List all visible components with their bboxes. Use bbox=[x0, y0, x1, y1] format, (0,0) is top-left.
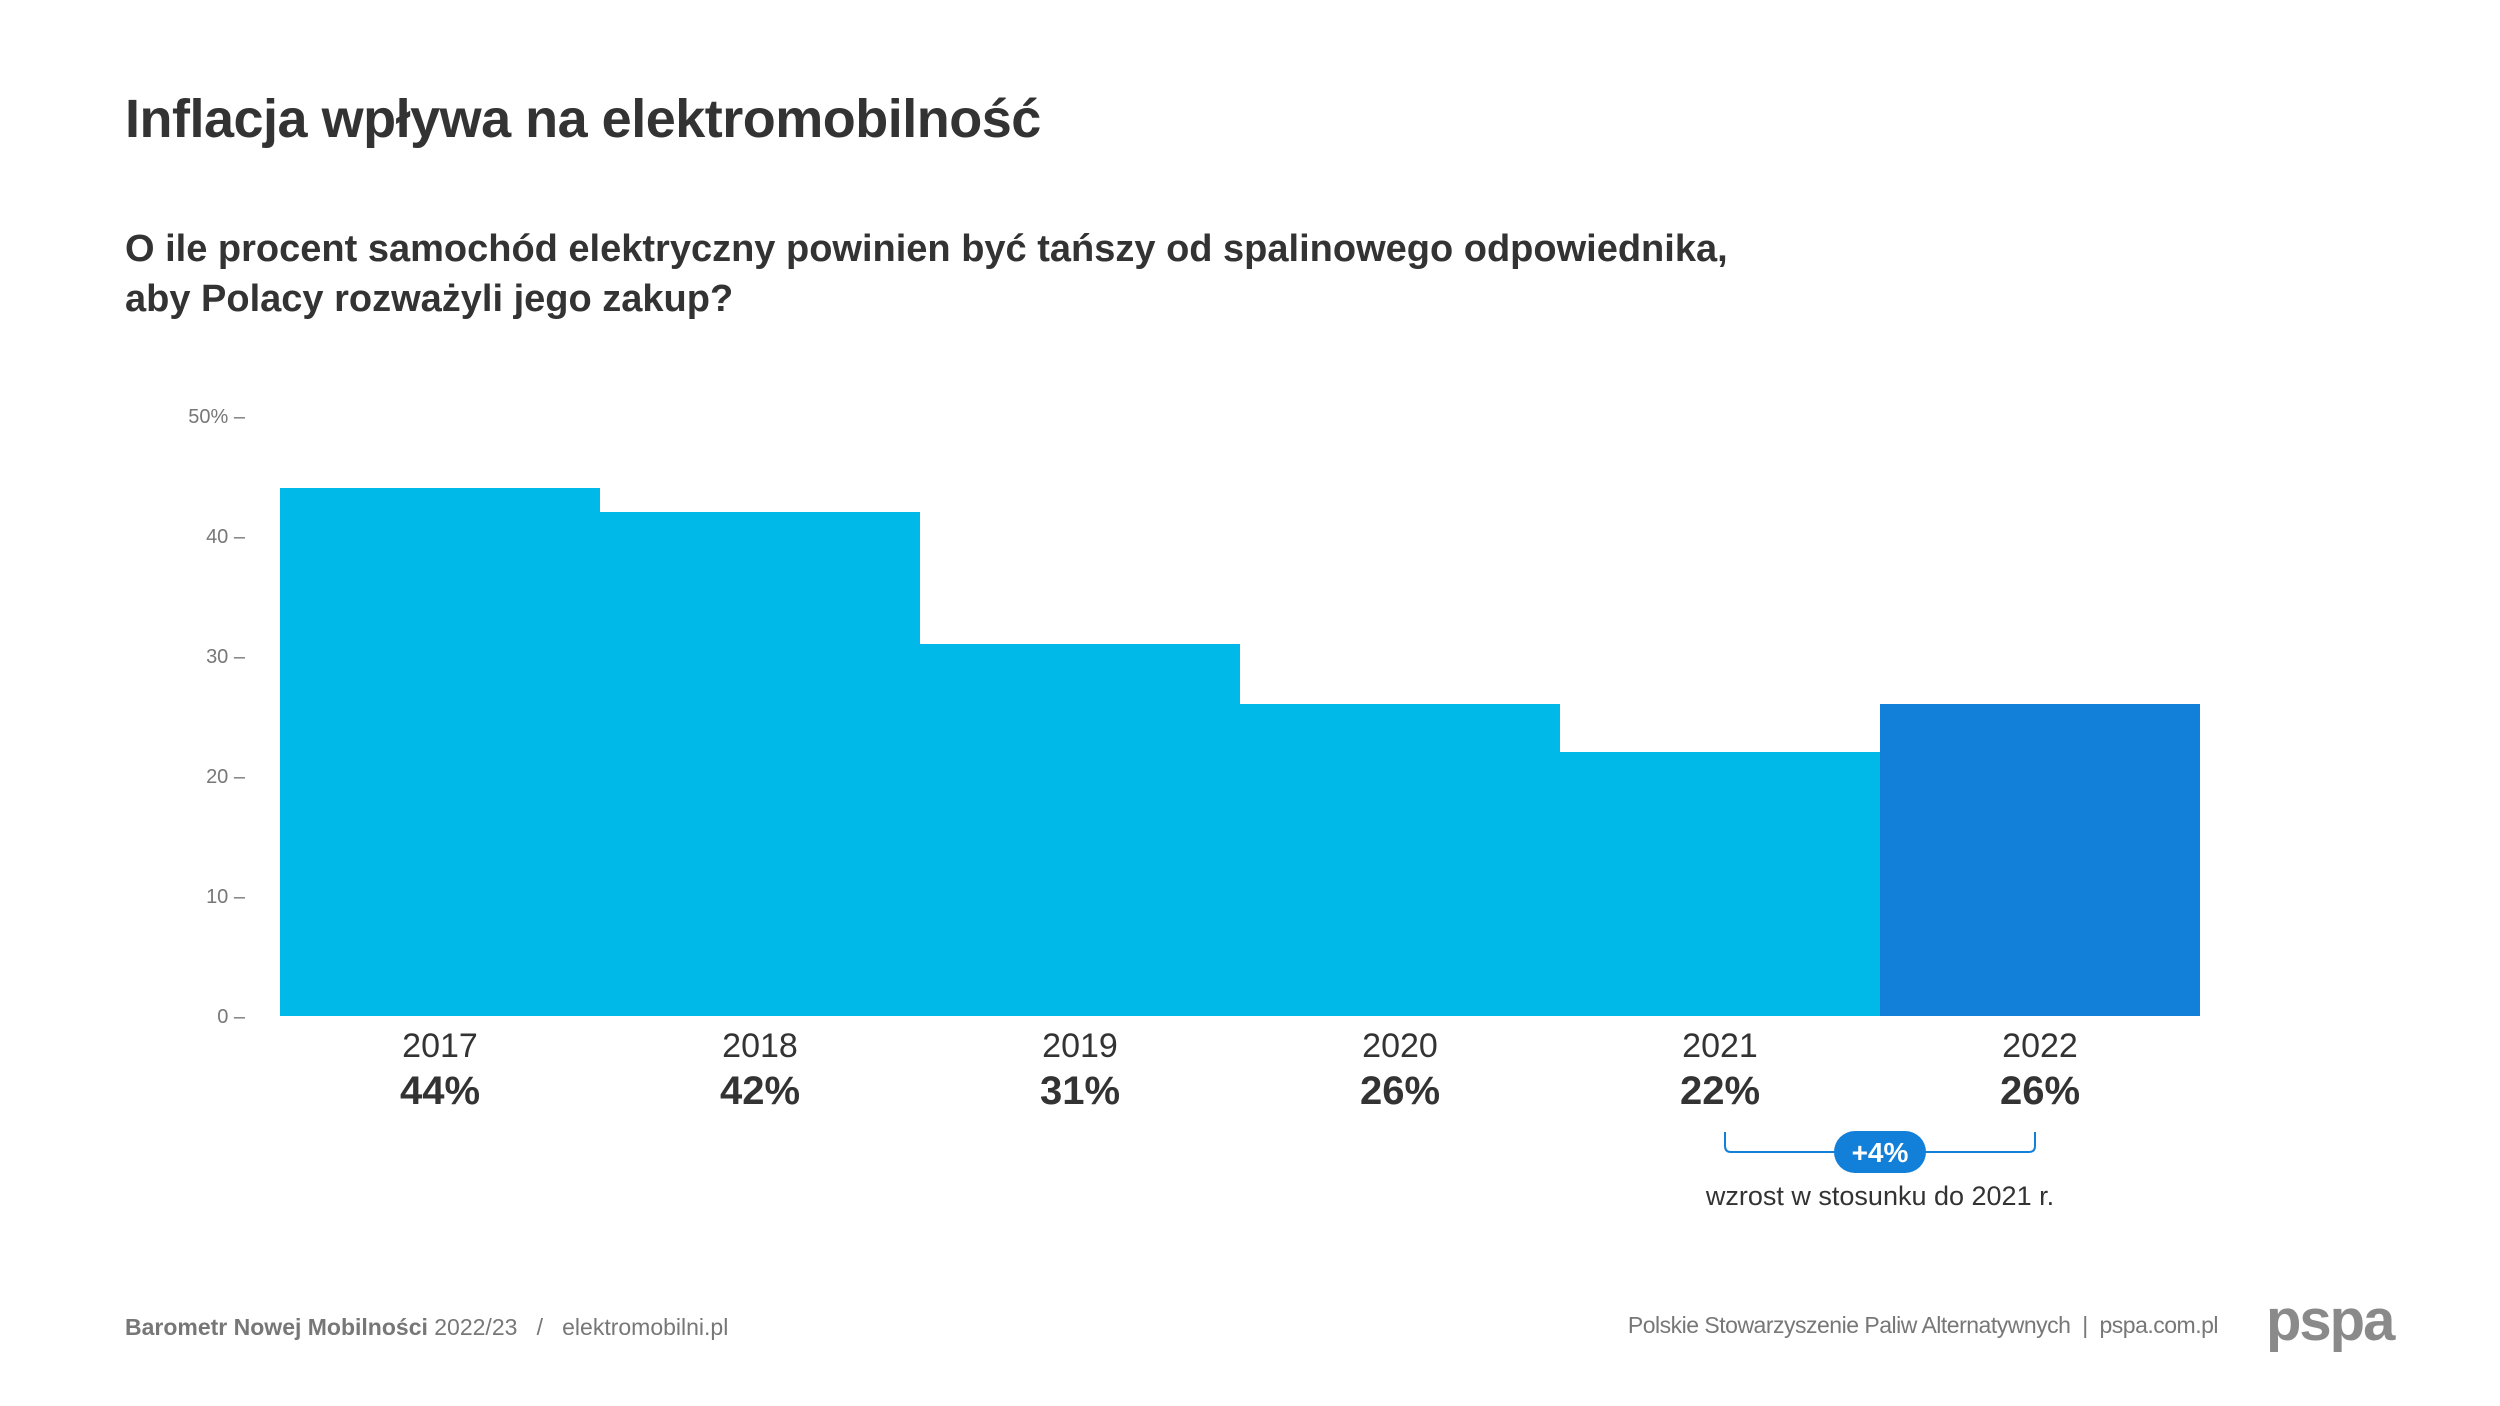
data-label: 31% bbox=[1040, 1069, 1120, 1113]
bar-2018 bbox=[600, 512, 920, 1016]
subtitle-line-1: O ile procent samochód elektryczny powin… bbox=[125, 228, 1728, 270]
subtitle-line-2: aby Polacy rozważyli jego zakup? bbox=[125, 278, 734, 320]
y-tick-label: 20 – bbox=[206, 766, 246, 788]
change-note: wzrost w stosunku do 2021 r. bbox=[1705, 1181, 2054, 1211]
x-tick-label: 2022 bbox=[2002, 1027, 2078, 1065]
bar-2020 bbox=[1240, 704, 1560, 1016]
change-badge-label: +4% bbox=[1852, 1137, 1909, 1168]
data-label: 26% bbox=[1360, 1069, 1440, 1113]
x-tick-label: 2017 bbox=[402, 1027, 478, 1065]
data-label: 22% bbox=[1680, 1069, 1760, 1113]
chart-title: Inflacja wpływa na elektromobilność bbox=[125, 89, 1041, 149]
x-tick-label: 2018 bbox=[722, 1027, 798, 1065]
y-tick-label: 10 – bbox=[206, 886, 246, 908]
org-site-link[interactable]: pspa.com.pl bbox=[2099, 1312, 2218, 1338]
y-tick-label: 40 – bbox=[206, 526, 246, 548]
bar-2017 bbox=[280, 488, 600, 1016]
x-tick-label: 2021 bbox=[1682, 1027, 1758, 1065]
y-tick-label: 50% – bbox=[188, 406, 246, 428]
data-label: 26% bbox=[2000, 1069, 2080, 1113]
x-tick-label: 2019 bbox=[1042, 1027, 1118, 1065]
bar-2019 bbox=[920, 644, 1240, 1016]
footer-source: Barometr Nowej Mobilności 2022/23 / elek… bbox=[125, 1314, 728, 1341]
publication-name: Barometr Nowej Mobilności bbox=[125, 1314, 428, 1340]
x-tick-label: 2020 bbox=[1362, 1027, 1438, 1065]
data-label: 44% bbox=[400, 1069, 480, 1113]
y-tick-label: 0 – bbox=[217, 1006, 246, 1028]
change-badge bbox=[1834, 1131, 1926, 1173]
pspa-logo: pspa bbox=[2266, 1288, 2395, 1353]
footer-organization: Polskie Stowarzyszenie Paliw Alternatywn… bbox=[1627, 1312, 2219, 1339]
bar-2021 bbox=[1560, 752, 1880, 1016]
y-tick-label: 30 – bbox=[206, 646, 246, 668]
publication-edition: 2022/23 bbox=[427, 1314, 518, 1340]
organization-name: Polskie Stowarzyszenie Paliw Alternatywn… bbox=[1627, 1312, 2071, 1338]
chart-subtitle: O ile procent samochód elektryczny powin… bbox=[125, 224, 2025, 324]
footer-org-separator: | bbox=[2070, 1312, 2100, 1338]
site-link[interactable]: elektromobilni.pl bbox=[562, 1314, 729, 1340]
footer-separator: / bbox=[517, 1314, 563, 1340]
data-label: 42% bbox=[720, 1069, 800, 1113]
bar-2022 bbox=[1880, 704, 2200, 1016]
